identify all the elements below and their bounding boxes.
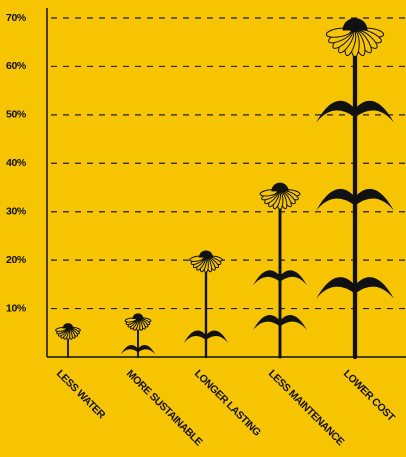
y-tick-label: 30%: [6, 205, 27, 217]
y-tick-label: 50%: [6, 109, 27, 121]
y-tick-label: 60%: [6, 60, 27, 72]
y-tick-label: 20%: [6, 254, 27, 266]
y-tick-label: 10%: [6, 302, 27, 314]
background: [0, 0, 406, 457]
y-tick-label: 40%: [6, 157, 27, 169]
chart: 10%20%30%40%50%60%70%LESS WATERMORE SUST…: [0, 0, 406, 457]
y-tick-label: 70%: [6, 12, 27, 24]
